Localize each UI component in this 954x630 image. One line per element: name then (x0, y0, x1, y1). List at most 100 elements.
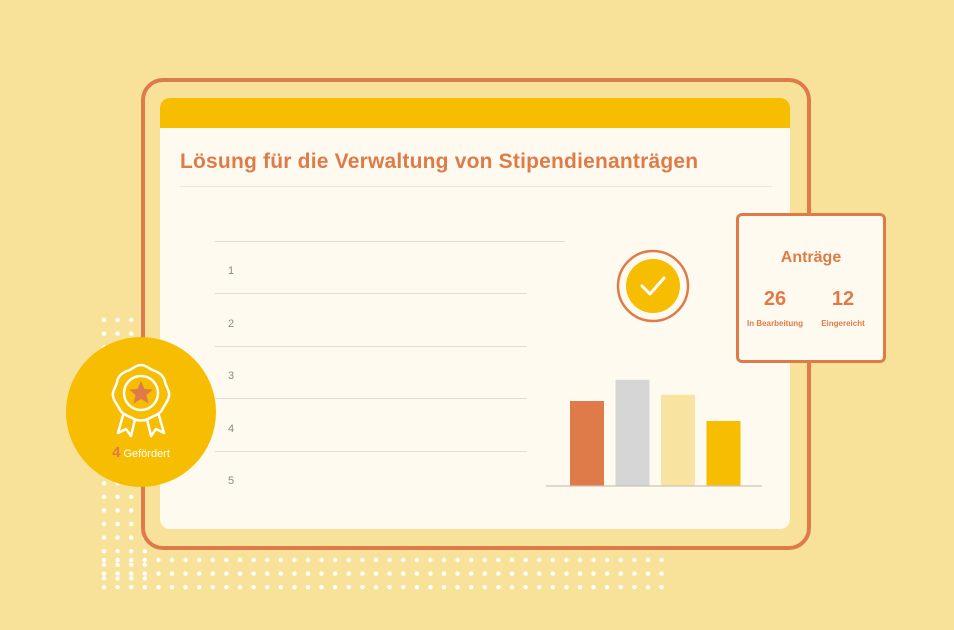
decor-dot (537, 585, 542, 590)
decor-dot (101, 585, 107, 590)
decor-dot (659, 571, 664, 576)
decor-dot (265, 585, 270, 590)
decor-dot (115, 585, 120, 590)
decor-dot (197, 585, 202, 590)
decor-dot (414, 585, 419, 590)
decor-dot (292, 585, 297, 590)
decor-dot (278, 585, 283, 590)
decor-dot (129, 562, 134, 567)
decor-dot (210, 585, 215, 590)
decor-dot (605, 557, 610, 563)
decor-dot (115, 521, 120, 527)
decor-dot (101, 508, 107, 513)
decor-dot (469, 571, 474, 576)
decor-dot (115, 508, 120, 513)
decor-dot (101, 494, 107, 499)
decor-dot (129, 508, 134, 513)
decor-dot (129, 317, 134, 323)
decor-dot (278, 557, 283, 563)
decor-dot (197, 557, 202, 563)
list-row-number: 2 (228, 317, 235, 330)
decor-dot (564, 571, 569, 576)
decor-dot (333, 557, 338, 563)
decor-dot (428, 585, 433, 590)
award-ribbon-star-icon (111, 363, 171, 438)
decor-dot (292, 557, 297, 563)
applications-card: Anträge 26 In Bearbeitung 12 Eingereicht (736, 213, 886, 363)
decor-dot (251, 557, 256, 563)
chart-bar-1 (570, 401, 604, 486)
decor-dot (373, 585, 379, 590)
decor-dot (632, 557, 637, 563)
stat-submitted-label: Eingereicht (821, 319, 865, 328)
stat-in-progress-label: In Bearbeitung (746, 319, 803, 328)
decor-dot (237, 585, 243, 590)
decor-dot (550, 557, 555, 563)
decor-dot (101, 535, 107, 540)
checkmark-circle-icon (616, 249, 690, 323)
decor-dot (129, 585, 134, 590)
decor-dot (414, 571, 419, 576)
list-row-divider (215, 293, 527, 294)
decor-dot (319, 557, 324, 563)
decor-dot (183, 585, 188, 590)
tablet-screen: Lösung für die Verwaltung von Stipendien… (160, 98, 790, 529)
decor-dot (469, 557, 474, 563)
decor-dot (278, 571, 283, 576)
decor-dot (129, 494, 134, 499)
decor-dot (156, 571, 161, 576)
chart-bar-3 (661, 394, 695, 486)
table-top-rule (215, 241, 565, 242)
decor-dot (115, 535, 120, 540)
decor-dot (224, 585, 229, 590)
decor-dot (169, 557, 175, 563)
decor-dot (251, 571, 256, 576)
decor-dot (577, 571, 583, 576)
decor-dot (305, 585, 311, 590)
decor-dot (224, 571, 229, 576)
decor-dot (401, 585, 406, 590)
decor-dot (401, 571, 406, 576)
decor-dot (265, 571, 270, 576)
check-outer-ring (616, 249, 690, 323)
decor-dot (305, 557, 311, 563)
decor-dot (115, 557, 120, 563)
list-row-number: 1 (228, 265, 235, 277)
decor-dot (360, 571, 365, 576)
decor-dot (441, 557, 447, 563)
decor-dot (101, 576, 107, 581)
chart-bar-4 (706, 421, 741, 486)
badge-label: 4 Gefördert (66, 444, 216, 462)
decor-dot (129, 576, 134, 581)
decor-dot (401, 557, 406, 563)
decor-dot (482, 571, 487, 576)
decor-dot (523, 571, 528, 576)
decor-dot (197, 571, 202, 576)
decor-dot (373, 557, 379, 563)
decor-dot (115, 549, 120, 554)
decor-dot (414, 557, 419, 563)
decor-dot (618, 585, 623, 590)
decor-dot (183, 557, 188, 563)
decor-dot (101, 562, 107, 567)
decor-dot (156, 585, 161, 590)
decor-dot (156, 557, 161, 563)
decor-dot (129, 549, 134, 554)
decor-dot (428, 557, 433, 563)
decor-dot (496, 571, 501, 576)
decor-dot (550, 585, 555, 590)
decor-dot (605, 585, 610, 590)
decor-dot (101, 549, 107, 554)
decor-dot (577, 585, 583, 590)
decor-dot (115, 317, 120, 323)
decor-dot (537, 557, 542, 563)
decor-dot (129, 535, 134, 540)
bar-chart (546, 379, 762, 487)
decor-dot (645, 585, 651, 590)
stat-submitted: 12 Eingereicht (807, 288, 879, 328)
decor-dot (319, 571, 324, 576)
decor-dot (129, 331, 134, 336)
screen-header-bar (160, 98, 790, 128)
stat-in-progress-value: 26 (763, 288, 787, 310)
decor-dot (115, 331, 120, 336)
